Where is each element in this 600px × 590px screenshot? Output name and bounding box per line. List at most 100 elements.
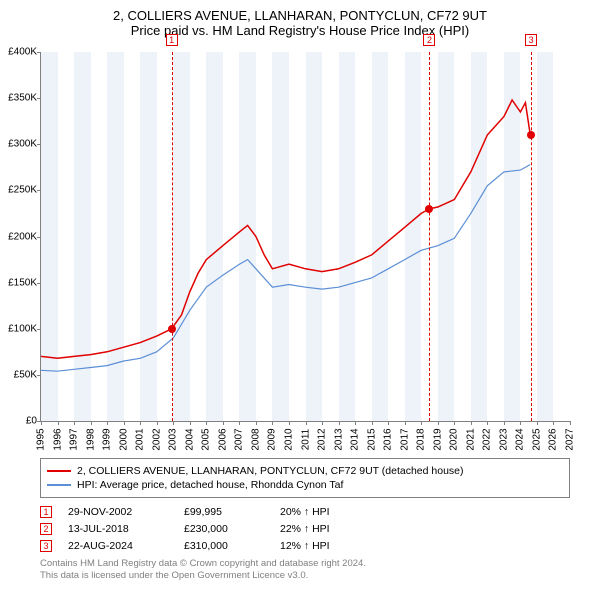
ytick-label: £250K <box>1 185 37 196</box>
xtick-mark <box>140 421 141 425</box>
xtick-mark <box>471 421 472 425</box>
marker-point <box>527 131 535 139</box>
ytick-label: £150K <box>1 277 37 288</box>
legend-swatch-property <box>47 470 71 472</box>
xtick-mark <box>107 421 108 425</box>
xtick-mark <box>289 421 290 425</box>
xtick-label: 2016 <box>383 425 394 455</box>
legend-label-hpi: HPI: Average price, detached house, Rhon… <box>77 479 343 491</box>
marker-line <box>429 52 430 421</box>
marker-point <box>425 205 433 213</box>
sales-badge: 3 <box>40 540 52 552</box>
xtick-label: 2014 <box>350 425 361 455</box>
xtick-mark <box>504 421 505 425</box>
xtick-label: 2025 <box>531 425 542 455</box>
legend: 2, COLLIERS AVENUE, LLANHARAN, PONTYCLUN… <box>40 458 570 498</box>
xtick-label: 1999 <box>102 425 113 455</box>
ytick-label: £350K <box>1 93 37 104</box>
xtick-label: 2007 <box>234 425 245 455</box>
xtick-mark <box>173 421 174 425</box>
sales-pct: 22% ↑ HPI <box>280 523 370 535</box>
xtick-mark <box>190 421 191 425</box>
xtick-label: 2024 <box>515 425 526 455</box>
xtick-label: 2009 <box>267 425 278 455</box>
ytick-label: £0 <box>1 416 37 427</box>
xtick-mark <box>74 421 75 425</box>
xtick-label: 1998 <box>85 425 96 455</box>
xtick-mark <box>454 421 455 425</box>
xtick-label: 2006 <box>217 425 228 455</box>
xtick-label: 2021 <box>465 425 476 455</box>
xtick-mark <box>157 421 158 425</box>
ytick-mark <box>37 375 41 376</box>
footer: Contains HM Land Registry data © Crown c… <box>40 558 570 583</box>
title-main: 2, COLLIERS AVENUE, LLANHARAN, PONTYCLUN… <box>0 8 600 23</box>
xtick-label: 2002 <box>151 425 162 455</box>
marker-box: 2 <box>423 34 435 46</box>
xtick-mark <box>537 421 538 425</box>
xtick-mark <box>223 421 224 425</box>
sales-pct: 12% ↑ HPI <box>280 540 370 552</box>
xtick-label: 2003 <box>168 425 179 455</box>
ytick-label: £400K <box>1 47 37 58</box>
xtick-label: 1995 <box>36 425 47 455</box>
footer-line2: This data is licensed under the Open Gov… <box>40 570 570 582</box>
sales-row: 2 13-JUL-2018 £230,000 22% ↑ HPI <box>40 523 570 535</box>
sales-price: £310,000 <box>184 540 264 552</box>
sales-badge: 2 <box>40 523 52 535</box>
marker-box: 3 <box>525 34 537 46</box>
xtick-mark <box>388 421 389 425</box>
xtick-label: 2010 <box>283 425 294 455</box>
sales-date: 13-JUL-2018 <box>68 523 168 535</box>
xtick-label: 1997 <box>69 425 80 455</box>
sales-price: £230,000 <box>184 523 264 535</box>
legend-swatch-hpi <box>47 484 71 486</box>
ytick-mark <box>37 329 41 330</box>
sales-date: 29-NOV-2002 <box>68 506 168 518</box>
legend-row-property: 2, COLLIERS AVENUE, LLANHARAN, PONTYCLUN… <box>47 465 563 477</box>
xtick-label: 2012 <box>317 425 328 455</box>
xtick-label: 2023 <box>498 425 509 455</box>
xtick-mark <box>553 421 554 425</box>
chart-container: 2, COLLIERS AVENUE, LLANHARAN, PONTYCLUN… <box>0 0 600 590</box>
ytick-label: £100K <box>1 323 37 334</box>
xtick-mark <box>405 421 406 425</box>
sales-row: 322-AUG-2024£310,00012% ↑ HPI <box>40 540 570 552</box>
ytick-label: £300K <box>1 139 37 150</box>
ytick-label: £200K <box>1 231 37 242</box>
xtick-label: 2018 <box>416 425 427 455</box>
xtick-label: 2015 <box>366 425 377 455</box>
sales-table: 129-NOV-2002£99,99520% ↑ HPI213-JUL-2018… <box>40 506 570 552</box>
xtick-label: 2017 <box>399 425 410 455</box>
ytick-mark <box>37 52 41 53</box>
xtick-mark <box>91 421 92 425</box>
xtick-mark <box>306 421 307 425</box>
series-line-property <box>41 100 530 358</box>
sales-badge: 1 <box>40 506 52 518</box>
xtick-label: 2004 <box>184 425 195 455</box>
xtick-mark <box>206 421 207 425</box>
xtick-mark <box>355 421 356 425</box>
xtick-label: 2011 <box>300 425 311 455</box>
ytick-mark <box>37 190 41 191</box>
marker-point <box>168 325 176 333</box>
ytick-label: £50K <box>1 369 37 380</box>
xtick-mark <box>372 421 373 425</box>
xtick-mark <box>520 421 521 425</box>
xtick-label: 1996 <box>52 425 63 455</box>
xtick-label: 2005 <box>201 425 212 455</box>
ytick-mark <box>37 237 41 238</box>
xtick-mark <box>58 421 59 425</box>
xtick-label: 2008 <box>250 425 261 455</box>
xtick-mark <box>438 421 439 425</box>
xtick-mark <box>421 421 422 425</box>
xtick-label: 2001 <box>135 425 146 455</box>
xtick-mark <box>339 421 340 425</box>
title-sub: Price paid vs. HM Land Registry's House … <box>0 23 600 38</box>
xtick-mark <box>322 421 323 425</box>
legend-row-hpi: HPI: Average price, detached house, Rhon… <box>47 479 563 491</box>
xtick-mark <box>239 421 240 425</box>
xtick-mark <box>124 421 125 425</box>
title-block: 2, COLLIERS AVENUE, LLANHARAN, PONTYCLUN… <box>0 0 600 42</box>
footer-line1: Contains HM Land Registry data © Crown c… <box>40 558 570 570</box>
